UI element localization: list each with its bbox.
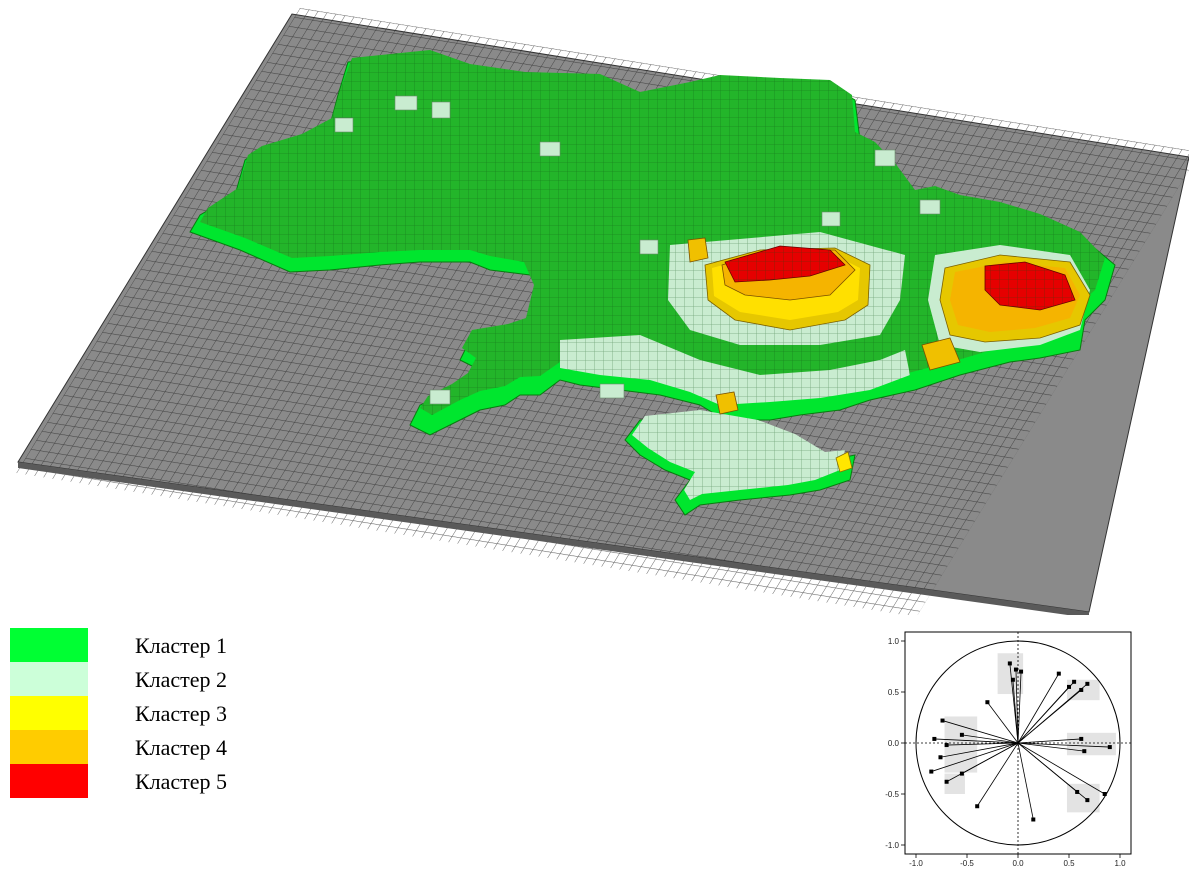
cluster-box [944,773,965,794]
loading-point [1072,679,1077,684]
loading-point [1007,661,1012,666]
loading-vector [946,742,1019,746]
loading-vector [1017,689,1082,744]
loading-point [1082,749,1087,754]
loading-point [938,755,943,760]
y-tick-label: -1.0 [885,841,899,850]
loading-point [1013,667,1018,672]
legend-label: Кластер 4 [135,735,228,760]
loading-vector [1015,669,1019,744]
cluster-box [997,653,1024,695]
loading-vector [1017,686,1070,744]
loading-vector [1017,673,1060,744]
loading-vector [1017,742,1105,795]
loading-point [944,779,949,784]
loading-point [1019,669,1024,674]
loading-point [1085,681,1090,686]
loading-vector [1017,742,1085,752]
east-peak [921,254,1091,371]
loading-vector [1017,742,1110,748]
x-tick-label: -1.0 [909,859,923,868]
loading-point [940,718,945,723]
x-tick-label: 0.0 [1012,859,1024,868]
loading-point [1079,736,1084,741]
x-tick-label: 0.5 [1063,859,1075,868]
loading-point [985,700,990,705]
legend-label: Кластер 1 [135,633,228,658]
legend-item: Кластер 4 [10,730,370,764]
legend-swatch [10,628,88,662]
loading-point [1031,817,1036,822]
crimea-region [624,410,856,516]
loading-point [1056,671,1061,676]
loading-vector [987,701,1019,744]
loading-point [1085,798,1090,803]
loading-vector [934,738,1019,744]
loading-vector [1017,742,1034,820]
loading-point [1107,745,1112,750]
loading-point [1067,684,1071,689]
legend-label: Кластер 3 [135,701,228,726]
loading-vector [1017,742,1088,801]
cluster-box [1066,732,1116,756]
loading-vector [942,720,1019,744]
legend-label: Кластер 2 [135,667,228,692]
loading-vector [1012,679,1019,744]
y-tick-label: 0.5 [888,688,900,697]
legend-swatch [10,696,88,730]
loading-point [959,732,964,737]
loading-point [932,736,937,741]
legend-item: Кластер 5 [10,764,370,798]
cluster-map-3d [16,8,1189,618]
legend-item: Кластер 3 [10,696,370,730]
loading-vector [1017,738,1082,744]
loading-vector [946,742,1019,783]
pca-loadings-plot: 1.0 0.5 0.0 -0.5 -1.0 -1.0 -0.5 0.0 0.5 1.0 [875,628,1133,868]
cluster-box [1066,783,1100,813]
loading-point [929,769,934,774]
central-peak [687,237,871,415]
legend-swatch [10,764,88,798]
legend-swatch [10,662,88,696]
pca-circle-chart: 1.0 0.5 0.0 -0.5 -1.0 -1.0 -0.5 0.0 0.5 1.0 [885,631,1132,868]
loading-vector [961,734,1019,744]
loading-point [1102,792,1107,796]
legend-item: Кластер 2 [10,662,370,696]
legend: Кластер 1 Кластер 2 Кластер 3 Кластер 4 Клас… [10,628,370,800]
loading-vector [1017,671,1022,744]
legend-item: Кластер 1 [10,628,370,662]
cluster-map-surface [16,8,1189,618]
y-tick-label: 1.0 [888,637,900,646]
loading-vector [976,742,1019,807]
loading-point [975,804,980,809]
loading-point [944,743,949,748]
legend-swatch [10,730,88,764]
loading-vector [940,742,1019,758]
x-tick-label: 1.0 [1114,859,1126,868]
loading-point [1079,687,1084,692]
loading-vector [931,742,1019,772]
y-tick-label: -0.5 [885,790,899,799]
loading-point [1010,677,1015,682]
y-tick-label: 0.0 [888,739,900,748]
legend-label: Кластер 5 [135,769,228,794]
x-tick-label: -0.5 [960,859,974,868]
